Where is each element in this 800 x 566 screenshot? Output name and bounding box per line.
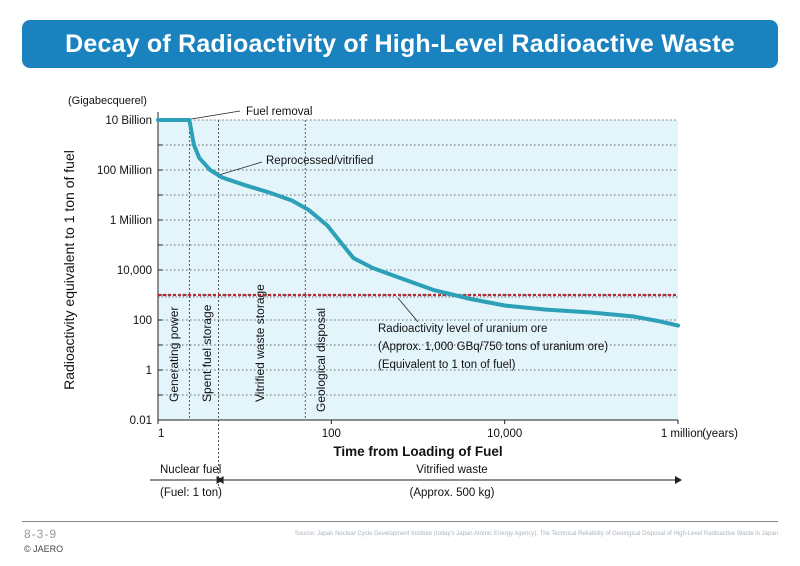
y-axis-title: Radioactivity equivalent to 1 ton of fue… — [61, 150, 77, 390]
reference-label: (Approx. 1,000 GBq/750 tons of uranium o… — [378, 341, 608, 353]
reference-label: Radioactivity level of uranium ore — [378, 323, 547, 335]
nuclear-fuel-label: Nuclear fuel — [160, 464, 221, 476]
annotation-leader — [191, 110, 241, 120]
y-tick-label: 100 Million — [97, 165, 152, 177]
annotation-reprocessed: Reprocessed/vitrified — [266, 155, 373, 167]
page-title: Decay of Radioactivity of High-Level Rad… — [65, 29, 735, 58]
footer-divider — [22, 521, 778, 522]
x-tick-label: 1 million — [661, 428, 703, 440]
y-tick-label: 1 Million — [110, 215, 152, 227]
x-tick-label: 10,000 — [487, 428, 522, 440]
y-tick-label: 100 — [133, 315, 152, 327]
phase-label: Vitrified waste storage — [253, 284, 267, 402]
reference-label: (Equivalent to 1 ton of fuel) — [378, 359, 516, 371]
title-banner: Decay of Radioactivity of High-Level Rad… — [22, 20, 778, 68]
copyright: © JAERO — [24, 544, 64, 554]
phase-label: Generating power — [167, 307, 181, 402]
x-tick-label: 100 — [322, 428, 341, 440]
x-axis-unit: (years) — [702, 428, 738, 440]
reference-leader — [397, 297, 419, 323]
y-axis-unit: (Gigabecquerel) — [68, 95, 147, 107]
decay-curve — [156, 118, 680, 328]
x-tick-label: 1 — [158, 428, 164, 440]
phase-label: Geological disposal — [314, 308, 328, 412]
x-axis-title: Time from Loading of Fuel — [333, 444, 502, 459]
vitrified-waste-amount: (Approx. 500 kg) — [409, 487, 494, 499]
y-tick-label: 10,000 — [117, 265, 152, 277]
phase-label: Spent fuel storage — [200, 304, 214, 402]
source-note: Source: Japan Nuclear Cycle Development … — [294, 531, 778, 537]
vitrified-waste-label: Vitrified waste — [416, 464, 487, 476]
annotation-fuel-removal: Fuel removal — [246, 106, 312, 118]
figure-number: 8-3-9 — [24, 527, 58, 541]
nuclear-fuel-amount: (Fuel: 1 ton) — [160, 487, 222, 499]
vitrified-waste-arrow-left — [217, 476, 224, 484]
y-tick-label: 0.01 — [130, 415, 152, 427]
vitrified-waste-arrow-right — [675, 476, 682, 484]
y-tick-label: 1 — [146, 365, 152, 377]
annotation-leader — [220, 161, 263, 175]
y-tick-label: 10 Billion — [105, 115, 152, 127]
